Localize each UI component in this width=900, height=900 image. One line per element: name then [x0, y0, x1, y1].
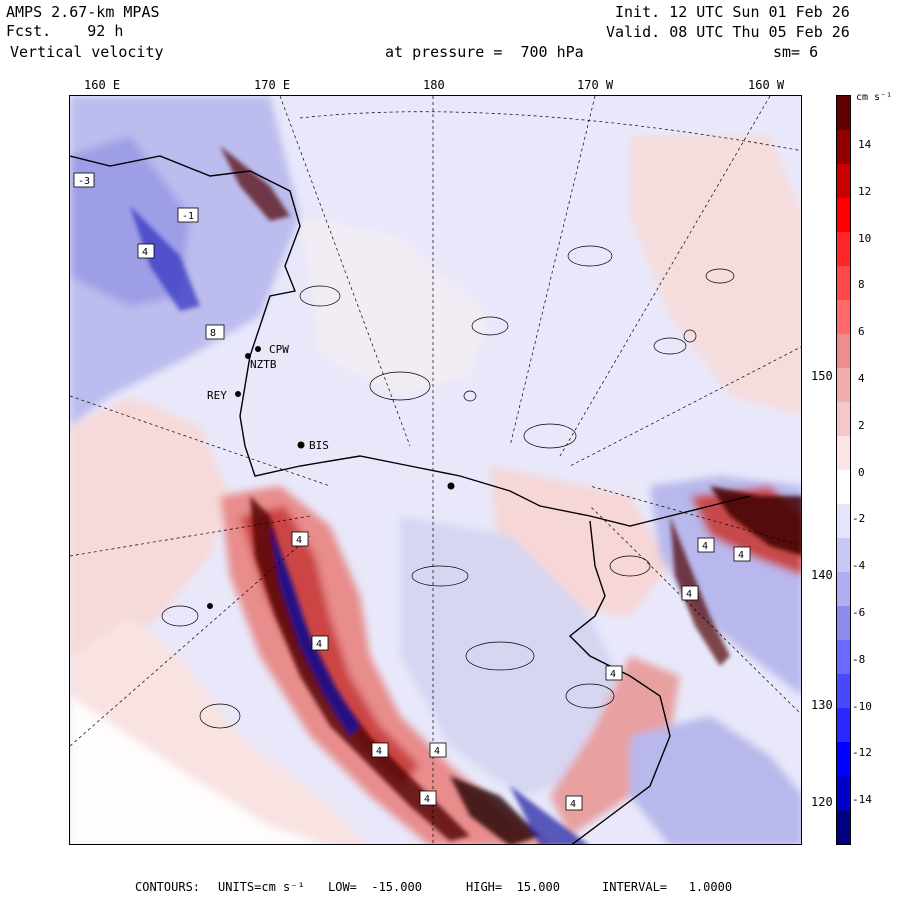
marker-text: -3: [78, 176, 90, 187]
station-label-bis: BIS: [309, 439, 329, 452]
marker-text: 4: [738, 550, 744, 561]
colorbar-tick-label: 4: [858, 372, 865, 385]
lon-label-180: 180: [423, 78, 445, 92]
lon-label-160w: 160 W: [748, 78, 785, 92]
marker-high-e: 4: [419, 790, 437, 806]
colorbar-tick-label: -12: [852, 746, 872, 760]
colorbar-units: cm s⁻¹: [856, 92, 893, 103]
colorbar-tick-label: 0: [858, 465, 865, 479]
colorbar-segment: [837, 266, 850, 300]
colorbar-tick-label: 6: [858, 325, 865, 339]
map-canvas: -3 -1 4 8 4 4: [70, 96, 801, 844]
marker-high-h: 4: [681, 585, 699, 601]
colorbar-segment: [837, 436, 850, 470]
marker-text: 4: [296, 535, 302, 546]
colorbar-segment: [837, 368, 850, 402]
marker-text: 4: [610, 669, 616, 680]
vertical-velocity-map: -3 -1 4 8 4 4: [69, 95, 802, 845]
footer-high: HIGH= 15.000: [466, 880, 560, 894]
marker-text: 4: [686, 589, 692, 600]
colorbar-segment: [837, 470, 850, 504]
pressure-level: at pressure = 700 hPa: [385, 43, 584, 61]
colorbar-tick-label: 2: [858, 418, 865, 432]
marker-high-d: 4: [429, 742, 447, 758]
extrema-markers: -3 -1 4 8 4 4: [73, 172, 751, 811]
marker-low-north: -1: [177, 207, 199, 223]
colorbar-segment: [837, 708, 850, 742]
smoothing: sm= 6: [773, 43, 819, 61]
contour-lines: [161, 245, 735, 729]
footer-units: UNITS=cm s⁻¹: [218, 880, 305, 894]
colorbar-tick-label: -10: [852, 699, 872, 713]
colorbar-tick-label: -2: [852, 512, 866, 526]
marker-text: 4: [316, 639, 322, 650]
marker-low-nw: -3: [73, 172, 95, 188]
colorbar-segment: [837, 164, 850, 198]
footer-contours: CONTOURS:: [135, 880, 201, 894]
colorbar-segment: [837, 572, 850, 606]
footer-low: LOW= -15.000: [328, 880, 422, 894]
colorbar-tick-label: 14: [858, 138, 872, 151]
colorbar-segment: [837, 334, 850, 368]
colorbar-segment: [837, 232, 850, 266]
footer-interval: INTERVAL= 1.0000: [602, 880, 733, 894]
colorbar-segment: [837, 198, 850, 232]
colorbar-segment: [837, 674, 850, 708]
marker-high-j: 4: [697, 537, 715, 553]
colorbar-tick-label: 10: [858, 231, 872, 245]
colorbar-segment: [837, 538, 850, 572]
marker-high-f: 4: [605, 665, 623, 681]
station-label-nztb: NZTB: [250, 358, 277, 371]
marker-text: 4: [702, 541, 708, 552]
forecast-hour: Fcst. 92 h: [6, 22, 124, 40]
colorbar: [836, 95, 851, 845]
station-points: [207, 346, 455, 609]
colorbar-tick-label: -14: [852, 793, 872, 807]
colorbar-segment: [837, 606, 850, 640]
marker-text: 4: [434, 746, 440, 757]
colorbar-segment: [837, 300, 850, 334]
colorbar-tick-label: 12: [858, 184, 872, 198]
colorbar-segment: [837, 742, 850, 776]
lon-label-170w: 170 W: [577, 78, 614, 92]
marker-high-c: 4: [371, 742, 389, 758]
colorbar-tick-label: -6: [852, 606, 866, 619]
mountain-streaks: [130, 146, 801, 844]
marker-high-8: 8: [205, 324, 225, 340]
colorbar-segment: [837, 402, 850, 436]
colorbar-segment: [837, 504, 850, 538]
marker-text: 4: [142, 247, 148, 258]
marker-text: -1: [182, 211, 194, 222]
station-label-cpw: CPW: [269, 343, 289, 356]
station-labels: CPW NZTB REY BIS: [207, 343, 329, 452]
colorbar-tick-label: 8: [858, 278, 865, 292]
marker-high-a: 4: [291, 531, 309, 547]
marker-high-g: 4: [565, 795, 583, 811]
marker-high-west: 4: [137, 243, 155, 259]
marker-text: 4: [424, 794, 430, 805]
colorbar-segment: [837, 810, 850, 844]
model-title: AMPS 2.67-km MPAS: [6, 3, 160, 21]
colorbar-tick-label: -4: [852, 559, 866, 573]
field-name: Vertical velocity: [10, 43, 164, 61]
marker-text: 4: [570, 799, 576, 810]
marker-high-i: 4: [733, 546, 751, 562]
marker-high-b: 4: [311, 635, 329, 651]
colorbar-segment: [837, 96, 850, 130]
marker-text: 4: [376, 746, 382, 757]
lon-label-170e: 170 E: [254, 78, 291, 92]
colorbar-tick-label: -8: [852, 652, 866, 666]
colorbar-segment: [837, 776, 850, 810]
lon-label-160e: 160 E: [84, 78, 121, 92]
station-label-rey: REY: [207, 389, 227, 402]
colorbar-segment: [837, 640, 850, 674]
colorbar-segment: [837, 130, 850, 164]
valid-time: Valid. 08 UTC Thu 05 Feb 26: [606, 23, 850, 41]
marker-text: 8: [210, 328, 216, 339]
init-time: Init. 12 UTC Sun 01 Feb 26: [615, 3, 850, 21]
